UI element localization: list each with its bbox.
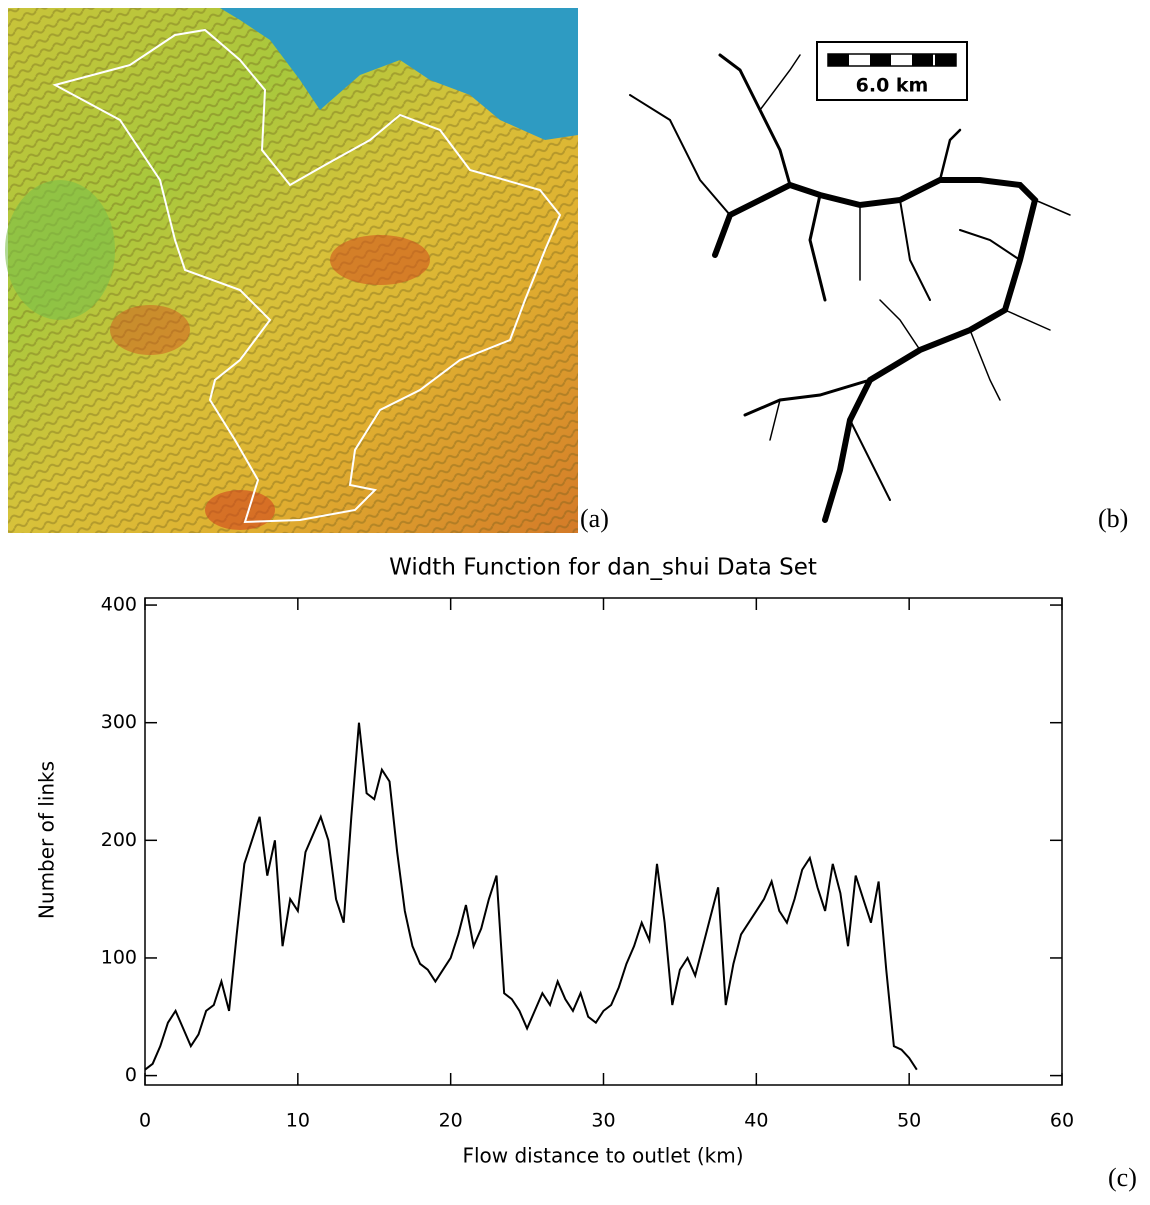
- panel-label: (a): [580, 504, 609, 533]
- terrain-map: [5, 8, 578, 533]
- x-tick-label: 50: [897, 1110, 921, 1132]
- panel-label: (b): [1098, 504, 1128, 533]
- y-tick-label: 300: [101, 711, 137, 733]
- x-tick-label: 10: [286, 1110, 310, 1132]
- x-tick-label: 20: [439, 1110, 463, 1132]
- y-tick-label: 200: [101, 829, 137, 851]
- x-tick-label: 60: [1050, 1110, 1074, 1132]
- panel-label: (c): [1108, 1163, 1137, 1192]
- y-tick-label: 100: [101, 946, 137, 968]
- x-tick-label: 40: [744, 1110, 768, 1132]
- x-tick-label: 30: [591, 1110, 615, 1132]
- y-tick-label: 0: [125, 1064, 137, 1086]
- scale-bar-label: 6.0 km: [856, 75, 929, 97]
- chart-title: Width Function for dan_shui Data Set: [389, 555, 817, 581]
- river-network: [629, 53, 1071, 523]
- y-axis-label: Number of links: [35, 761, 59, 919]
- y-tick-label: 400: [101, 594, 137, 616]
- scale-bar: [816, 41, 968, 101]
- data-line: [144, 722, 918, 1071]
- x-tick-label: 0: [139, 1110, 151, 1132]
- x-axis-label: Flow distance to outlet (km): [462, 1144, 743, 1168]
